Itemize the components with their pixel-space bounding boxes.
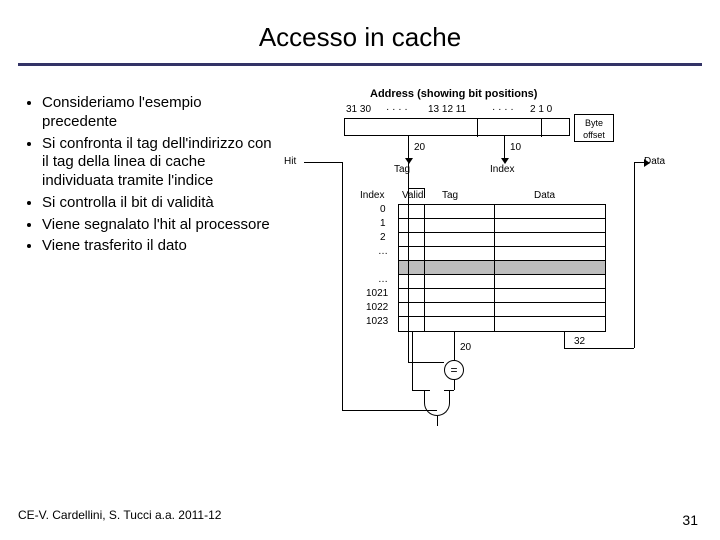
bullet-item: Consideriamo l'esempio precedente [42, 94, 274, 132]
idx-1021: 1021 [366, 288, 388, 299]
hit-wire-h [304, 162, 342, 163]
valid-out [412, 332, 413, 390]
idx-dots1: … [378, 246, 388, 257]
idx-1: 1 [380, 218, 386, 229]
data-join [634, 312, 635, 348]
diagram-caption: Address (showing bit positions) [370, 88, 537, 100]
data-wire-v [634, 162, 635, 312]
bullet-item: Si confronta il tag dell'indirizzo con i… [42, 135, 274, 191]
data-wire-out [634, 162, 644, 163]
and-gate-icon [424, 390, 450, 416]
idx-1022: 1022 [366, 302, 388, 313]
content-area: Consideriamo l'esempio precedente Si con… [0, 66, 720, 454]
cache-diagram: Address (showing bit positions) 31 30 · … [274, 94, 674, 454]
bits-right: 2 1 0 [530, 104, 552, 115]
data-row-out [564, 332, 565, 348]
bits-dots2: · · · · [492, 104, 514, 115]
col-index: Index [360, 190, 384, 201]
index-field-label: Index [490, 164, 514, 175]
bits-dots: · · · · [386, 104, 408, 115]
tag-drop [408, 136, 409, 158]
bits-mid: 13 12 11 [428, 104, 466, 115]
bus-tag: 20 [460, 342, 471, 353]
address-register [344, 118, 570, 136]
index-width: 10 [510, 142, 521, 153]
slide-title: Accesso in cache [0, 0, 720, 63]
tag-out [454, 332, 455, 362]
idx-dots2: … [378, 274, 388, 285]
col-tag: Tag [442, 190, 458, 201]
slide-footer: CE-V. Cardellini, S. Tucci a.a. 2011-12 [18, 508, 221, 522]
bullet-list: Consideriamo l'esempio precedente Si con… [14, 94, 274, 454]
byte-offset-box: Byteoffset [574, 114, 614, 142]
idx-2: 2 [380, 232, 386, 243]
hit-label: Hit [284, 156, 296, 167]
page-number: 31 [682, 512, 698, 528]
bits-left: 31 30 [346, 104, 371, 115]
cache-table [398, 204, 606, 332]
col-valid: Valid [402, 190, 424, 201]
idx-0: 0 [380, 204, 386, 215]
bullet-item: Si controlla il bit di validità [42, 194, 274, 213]
idx-1023: 1023 [366, 316, 388, 327]
data-row-h [564, 348, 634, 349]
tag-width: 20 [414, 142, 425, 153]
hit-out-wire [342, 410, 437, 411]
tagaddr-down [408, 158, 409, 362]
comparator-icon: = [444, 360, 464, 380]
index-drop [504, 136, 505, 158]
bullet-item: Viene segnalato l'hit al processore [42, 216, 274, 235]
hit-wire-v [342, 162, 343, 410]
bullet-item: Viene trasferito il dato [42, 237, 274, 256]
col-data: Data [534, 190, 555, 201]
bus-data: 32 [574, 336, 585, 347]
